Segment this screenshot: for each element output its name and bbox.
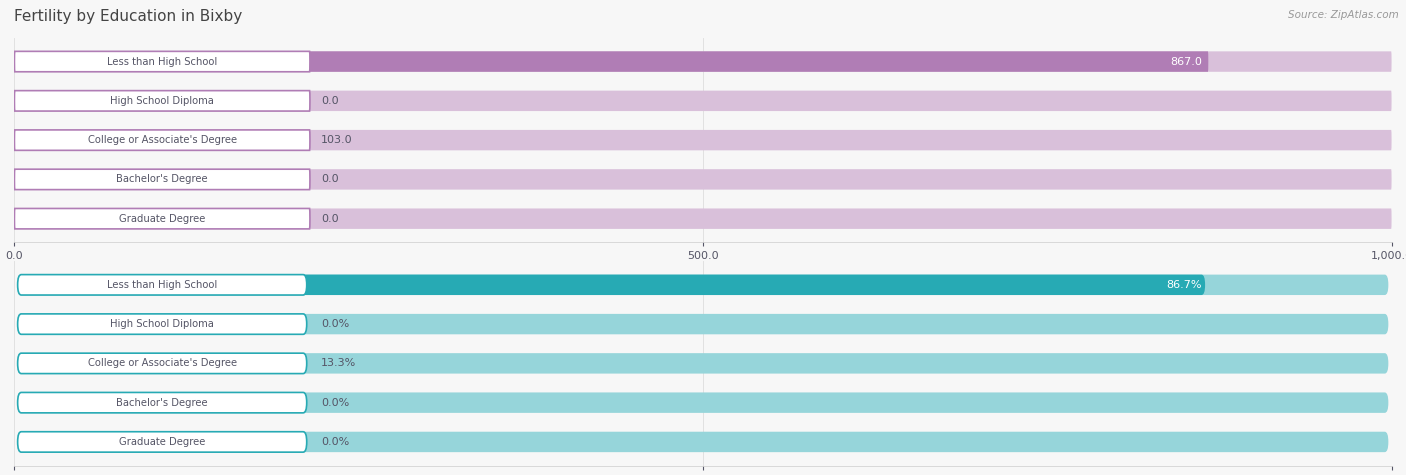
FancyBboxPatch shape bbox=[18, 275, 1388, 295]
FancyBboxPatch shape bbox=[14, 51, 1208, 72]
Text: 0.0%: 0.0% bbox=[322, 398, 350, 408]
FancyBboxPatch shape bbox=[14, 51, 1392, 72]
Text: Bachelor's Degree: Bachelor's Degree bbox=[117, 174, 208, 184]
FancyBboxPatch shape bbox=[14, 169, 309, 190]
Text: High School Diploma: High School Diploma bbox=[110, 96, 214, 106]
FancyBboxPatch shape bbox=[14, 130, 309, 151]
FancyBboxPatch shape bbox=[18, 353, 194, 373]
FancyBboxPatch shape bbox=[14, 91, 309, 111]
FancyBboxPatch shape bbox=[14, 209, 309, 229]
Text: Source: ZipAtlas.com: Source: ZipAtlas.com bbox=[1288, 10, 1399, 19]
Text: College or Associate's Degree: College or Associate's Degree bbox=[87, 358, 236, 369]
Text: College or Associate's Degree: College or Associate's Degree bbox=[87, 135, 236, 145]
FancyBboxPatch shape bbox=[14, 169, 1392, 190]
FancyBboxPatch shape bbox=[14, 51, 309, 72]
Text: 0.0: 0.0 bbox=[322, 96, 339, 106]
FancyBboxPatch shape bbox=[18, 353, 307, 373]
Text: Less than High School: Less than High School bbox=[107, 57, 218, 66]
Text: Fertility by Education in Bixby: Fertility by Education in Bixby bbox=[14, 10, 242, 25]
Text: Graduate Degree: Graduate Degree bbox=[120, 437, 205, 447]
FancyBboxPatch shape bbox=[18, 314, 307, 334]
Text: 0.0%: 0.0% bbox=[322, 437, 350, 447]
Text: High School Diploma: High School Diploma bbox=[110, 319, 214, 329]
Text: 867.0: 867.0 bbox=[1170, 57, 1202, 66]
FancyBboxPatch shape bbox=[18, 392, 307, 413]
FancyBboxPatch shape bbox=[18, 432, 1388, 452]
Text: 13.3%: 13.3% bbox=[322, 358, 357, 369]
FancyBboxPatch shape bbox=[18, 275, 1205, 295]
FancyBboxPatch shape bbox=[18, 275, 307, 295]
Text: Graduate Degree: Graduate Degree bbox=[120, 214, 205, 224]
FancyBboxPatch shape bbox=[14, 130, 156, 151]
FancyBboxPatch shape bbox=[14, 91, 1392, 111]
Text: 0.0: 0.0 bbox=[322, 214, 339, 224]
Text: 0.0%: 0.0% bbox=[322, 319, 350, 329]
Text: 86.7%: 86.7% bbox=[1167, 280, 1202, 290]
FancyBboxPatch shape bbox=[18, 353, 1388, 373]
FancyBboxPatch shape bbox=[14, 209, 1392, 229]
Text: Less than High School: Less than High School bbox=[107, 280, 218, 290]
Text: 0.0: 0.0 bbox=[322, 174, 339, 184]
FancyBboxPatch shape bbox=[18, 432, 307, 452]
FancyBboxPatch shape bbox=[14, 130, 1392, 151]
FancyBboxPatch shape bbox=[18, 314, 1388, 334]
Text: 103.0: 103.0 bbox=[322, 135, 353, 145]
FancyBboxPatch shape bbox=[18, 392, 1388, 413]
Text: Bachelor's Degree: Bachelor's Degree bbox=[117, 398, 208, 408]
